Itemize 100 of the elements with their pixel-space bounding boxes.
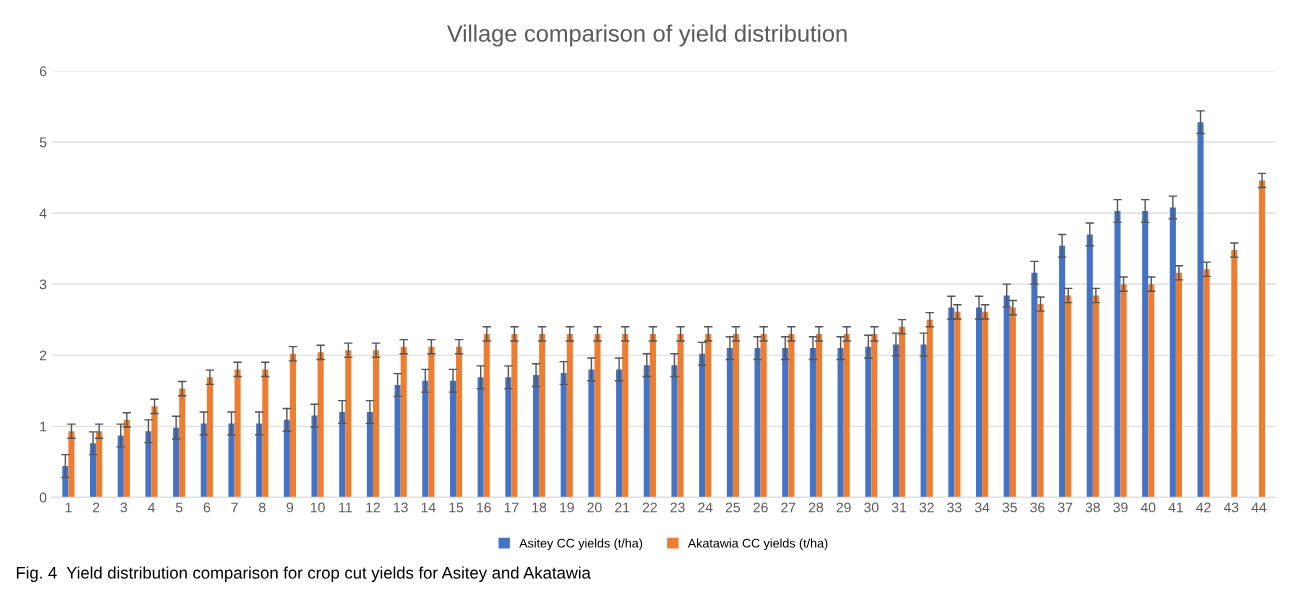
bar	[809, 348, 816, 498]
bar	[234, 369, 241, 498]
y-tick-label: 1	[40, 421, 47, 432]
bar	[262, 369, 269, 498]
x-tick-label: 18	[532, 502, 547, 513]
bar	[705, 333, 712, 498]
x-tick-label: 39	[1113, 502, 1128, 513]
x-tick-label: 23	[670, 502, 685, 513]
bar	[1009, 307, 1016, 498]
y-tick-label: 6	[39, 66, 47, 77]
bar	[179, 388, 186, 498]
x-tick-label: 13	[393, 502, 408, 513]
bar	[1120, 284, 1127, 498]
bar	[1231, 250, 1238, 498]
bar	[643, 365, 650, 498]
x-tick-label: 43	[1223, 502, 1239, 513]
x-tick-label: 21	[615, 502, 630, 513]
x-tick-label: 16	[477, 502, 491, 513]
bar	[289, 353, 296, 498]
bar	[422, 380, 429, 498]
bar	[760, 333, 767, 498]
x-tick-label: 31	[891, 502, 907, 513]
bar	[339, 412, 346, 498]
bar	[456, 346, 463, 498]
bar	[1086, 234, 1093, 498]
x-tick-label: 28	[808, 502, 824, 513]
bar	[1031, 272, 1038, 498]
x-tick-label: 41	[1168, 502, 1183, 513]
x-tick-label: 32	[919, 502, 934, 513]
legend-label: Akatawia CC yields (t/ha)	[687, 538, 828, 551]
bar	[345, 350, 352, 498]
bar	[505, 377, 512, 498]
bar	[1197, 122, 1204, 498]
bar	[732, 333, 739, 498]
x-tick-label: 14	[421, 502, 436, 513]
bar	[699, 353, 706, 498]
x-tick-label: 17	[504, 502, 519, 513]
bar	[815, 333, 823, 498]
bar	[976, 307, 983, 498]
bar	[754, 348, 761, 498]
bar	[594, 333, 601, 498]
x-tick-label: 38	[1085, 502, 1100, 513]
bar	[228, 423, 235, 498]
bar	[511, 333, 518, 498]
bar	[899, 326, 906, 498]
bar	[954, 311, 961, 498]
y-tick-label: 0	[39, 492, 47, 503]
bar	[477, 377, 484, 498]
x-tick-label: 27	[781, 502, 796, 513]
bar	[449, 380, 457, 498]
bar	[865, 346, 872, 498]
y-tick-label: 5	[39, 137, 47, 148]
x-tick-label: 34	[974, 502, 990, 513]
bar	[394, 385, 401, 498]
bar	[283, 419, 290, 498]
x-tick-label: 36	[1030, 502, 1045, 513]
bar	[366, 412, 373, 498]
x-tick-label: 44	[1251, 502, 1267, 513]
bar	[400, 346, 407, 498]
bar	[256, 423, 263, 498]
y-tick-label: 2	[39, 350, 47, 361]
bar	[1203, 269, 1210, 498]
x-tick-label: 8	[258, 502, 266, 513]
bar	[428, 346, 435, 498]
bar	[1175, 272, 1182, 498]
bar	[622, 333, 629, 498]
bar	[1258, 180, 1266, 498]
bar	[560, 372, 567, 498]
x-tick-label: 6	[203, 502, 211, 513]
bar	[200, 423, 207, 498]
bar	[1003, 295, 1010, 498]
x-tick-label: 11	[339, 502, 352, 513]
bar	[843, 333, 850, 498]
bar	[483, 333, 490, 498]
bar	[782, 348, 789, 498]
bar	[982, 311, 989, 498]
x-tick-label: 1	[65, 502, 72, 513]
bar	[649, 333, 656, 498]
bar	[677, 333, 684, 498]
bar	[726, 348, 733, 498]
x-tick-label: 2	[92, 502, 100, 513]
bar	[616, 369, 623, 498]
bar	[1142, 210, 1149, 498]
x-tick-label: 20	[587, 502, 602, 513]
x-tick-label: 10	[310, 502, 325, 513]
x-tick-label: 26	[753, 502, 768, 513]
bar	[671, 365, 678, 498]
bar	[566, 333, 573, 498]
x-tick-label: 5	[175, 502, 183, 513]
bar	[788, 333, 795, 498]
x-tick-label: 24	[698, 502, 713, 513]
bar	[1065, 295, 1072, 498]
x-tick-label: 29	[836, 502, 851, 513]
x-tick-label: 3	[120, 502, 128, 513]
bar	[311, 415, 318, 498]
y-tick-label: 3	[39, 279, 47, 290]
x-tick-label: 35	[1002, 502, 1017, 513]
bar	[837, 348, 844, 498]
x-tick-label: 22	[642, 502, 657, 513]
bar	[206, 377, 213, 498]
